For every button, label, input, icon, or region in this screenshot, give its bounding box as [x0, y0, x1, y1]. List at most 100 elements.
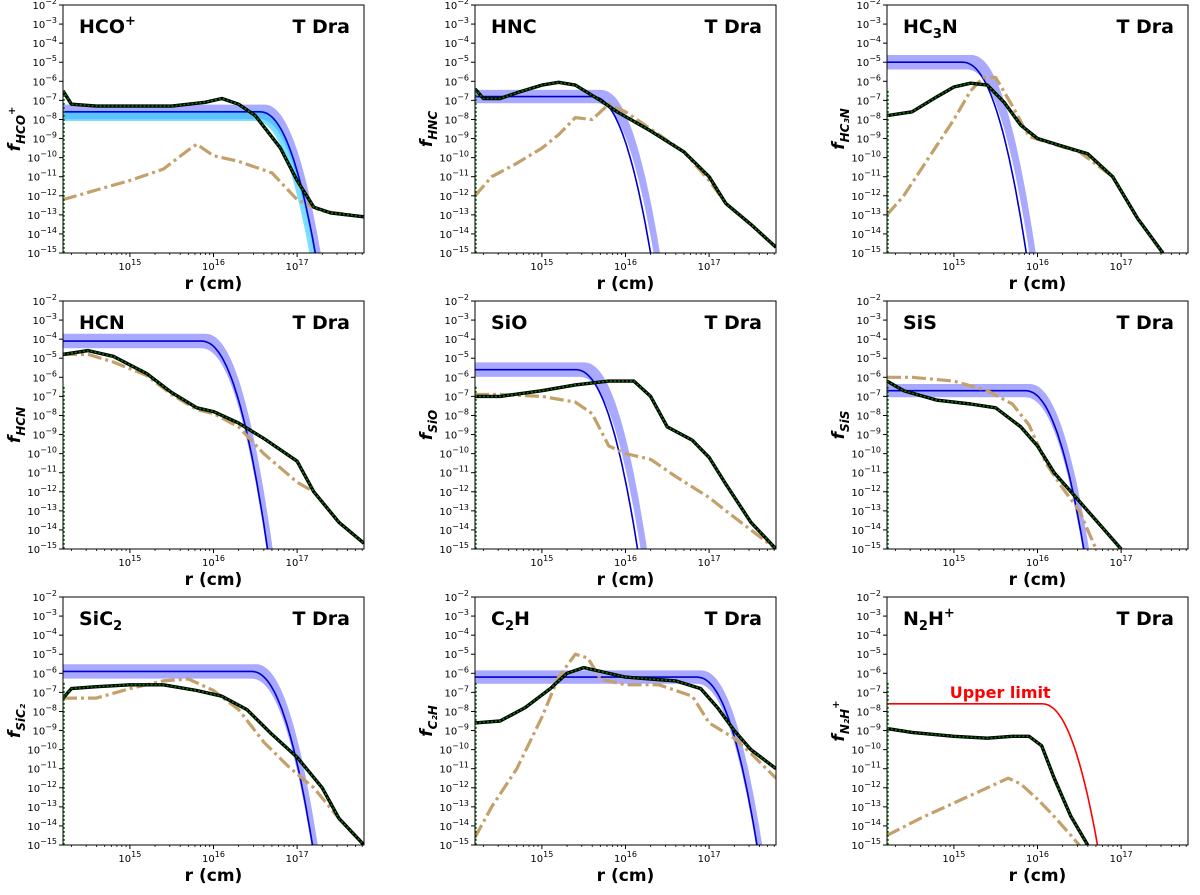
- tick-exponent: −14: [452, 818, 469, 827]
- y-tick-label: 10−2: [856, 589, 881, 604]
- plot-area: [475, 80, 776, 253]
- tick-base: 10: [444, 593, 457, 604]
- tick-base: 10: [444, 727, 457, 738]
- y-tick-label: 10−8: [32, 111, 57, 126]
- x-tick-label: 1016: [1026, 850, 1049, 865]
- y-tick-label: 10−10: [27, 150, 57, 165]
- tick-exponent: −10: [40, 150, 57, 159]
- axes-frame: [886, 300, 1189, 550]
- tick-exponent: −10: [40, 742, 57, 751]
- tick-base: 10: [444, 707, 457, 718]
- y-tick-label: 10−12: [851, 188, 881, 203]
- tick-exponent: −11: [40, 761, 57, 770]
- y-tick-label: 10−3: [856, 16, 881, 31]
- tick-base: 10: [286, 558, 299, 569]
- tick-exponent: −3: [457, 16, 469, 25]
- panel: 10−1510−1410−1310−1210−1110−1010−910−810…: [417, 589, 777, 886]
- panel-title: HC3N: [903, 16, 958, 42]
- model-fit-line: [887, 389, 1085, 549]
- tick-base: 10: [27, 784, 40, 795]
- tick-base: 10: [856, 135, 869, 146]
- tick-exponent: 16: [215, 258, 225, 267]
- tick-base: 10: [698, 558, 711, 569]
- panel: 10−1510−1410−1310−1210−1110−1010−910−810…: [5, 0, 365, 294]
- green-dotted-series: [63, 684, 364, 845]
- tick-exponent: −10: [452, 446, 469, 455]
- tick-exponent: −10: [452, 150, 469, 159]
- tick-base: 10: [32, 707, 45, 718]
- tick-exponent: −8: [869, 111, 881, 120]
- tick-base: 10: [856, 354, 869, 365]
- object-label: T Dra: [704, 16, 762, 38]
- panel-title: SiO: [491, 312, 527, 334]
- tick-base: 10: [32, 392, 45, 403]
- ylabel-main: f: [417, 727, 437, 737]
- tick-base: 10: [444, 135, 457, 146]
- y-tick-label: 10−13: [851, 207, 881, 222]
- tick-base: 10: [32, 727, 45, 738]
- tick-base: 10: [32, 354, 45, 365]
- tick-base: 10: [27, 154, 40, 165]
- title-base: SiC: [79, 608, 113, 630]
- y-tick-label: 10−2: [32, 0, 57, 12]
- y-tick-label: 10−5: [32, 646, 57, 661]
- tick-base: 10: [851, 526, 864, 537]
- tick-base: 10: [439, 822, 452, 833]
- y-tick-label: 10−11: [439, 761, 469, 776]
- plot-area: [887, 682, 1099, 845]
- tick-base: 10: [444, 77, 457, 88]
- tick-base: 10: [439, 211, 452, 222]
- ylabel-superscript: +: [7, 107, 18, 115]
- green-dotted-series: [887, 380, 1122, 549]
- y-tick-label: 10−15: [27, 837, 57, 852]
- tick-exponent: −3: [457, 312, 469, 321]
- x-tick-label: 1015: [530, 258, 553, 273]
- tick-exponent: −5: [869, 646, 881, 655]
- y-tick-label: 10−3: [444, 16, 469, 31]
- tick-exponent: 15: [955, 850, 965, 859]
- ylabel-main: f: [417, 137, 437, 147]
- tick-base: 10: [27, 526, 40, 537]
- tick-base: 10: [439, 192, 452, 203]
- tick-exponent: −10: [452, 742, 469, 751]
- tick-exponent: −11: [864, 761, 881, 770]
- y-tick-label: 10−12: [27, 188, 57, 203]
- tick-exponent: −12: [452, 484, 469, 493]
- tick-exponent: −8: [869, 407, 881, 416]
- tick-exponent: 17: [1122, 554, 1132, 563]
- title-base: SiS: [903, 312, 937, 334]
- y-tick-label: 10−9: [856, 131, 881, 146]
- tick-exponent: 15: [543, 258, 553, 267]
- y-tick-label: 10−13: [439, 799, 469, 814]
- y-tick-label: 10−10: [439, 446, 469, 461]
- tick-base: 10: [202, 262, 215, 273]
- tick-exponent: −13: [864, 503, 881, 512]
- tick-base: 10: [32, 411, 45, 422]
- tick-base: 10: [851, 841, 864, 852]
- plot-area: [887, 55, 1165, 253]
- tick-base: 10: [851, 746, 864, 757]
- tick-base: 10: [1026, 558, 1039, 569]
- y-tick-label: 10−14: [851, 226, 881, 241]
- panel-title: SiS: [903, 312, 937, 334]
- tick-base: 10: [32, 77, 45, 88]
- y-tick-label: 10−13: [27, 503, 57, 518]
- tick-exponent: −12: [40, 484, 57, 493]
- y-tick-label: 10−13: [439, 207, 469, 222]
- tick-exponent: −4: [45, 331, 57, 340]
- black-series: [475, 80, 776, 249]
- panel-title: N2H+: [903, 606, 955, 634]
- tick-exponent: −4: [869, 627, 881, 636]
- tick-base: 10: [444, 20, 457, 31]
- tick-exponent: 17: [298, 850, 308, 859]
- x-tick-label: 1017: [1110, 850, 1133, 865]
- x-axis-label: r (cm): [1009, 570, 1067, 590]
- y-tick-label: 10−8: [444, 703, 469, 718]
- y-tick-label: 10−9: [444, 427, 469, 442]
- y-tick-label: 10−12: [851, 780, 881, 795]
- tick-base: 10: [851, 765, 864, 776]
- tick-exponent: 15: [543, 554, 553, 563]
- y-tick-label: 10−11: [851, 761, 881, 776]
- y-tick-label: 10−4: [444, 35, 469, 50]
- tick-exponent: −14: [452, 226, 469, 235]
